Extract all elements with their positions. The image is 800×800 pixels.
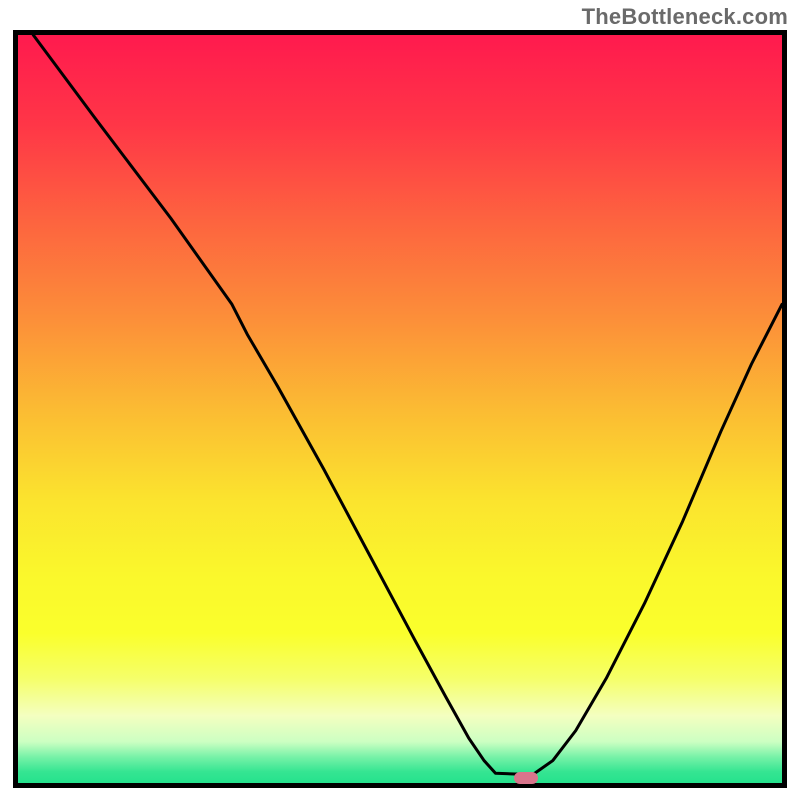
watermark-text: TheBottleneck.com — [582, 4, 788, 30]
gradient-fill-rect — [18, 35, 782, 783]
optimal-marker — [514, 772, 538, 784]
chart-container: TheBottleneck.com — [0, 0, 800, 800]
plot-svg — [18, 35, 782, 783]
